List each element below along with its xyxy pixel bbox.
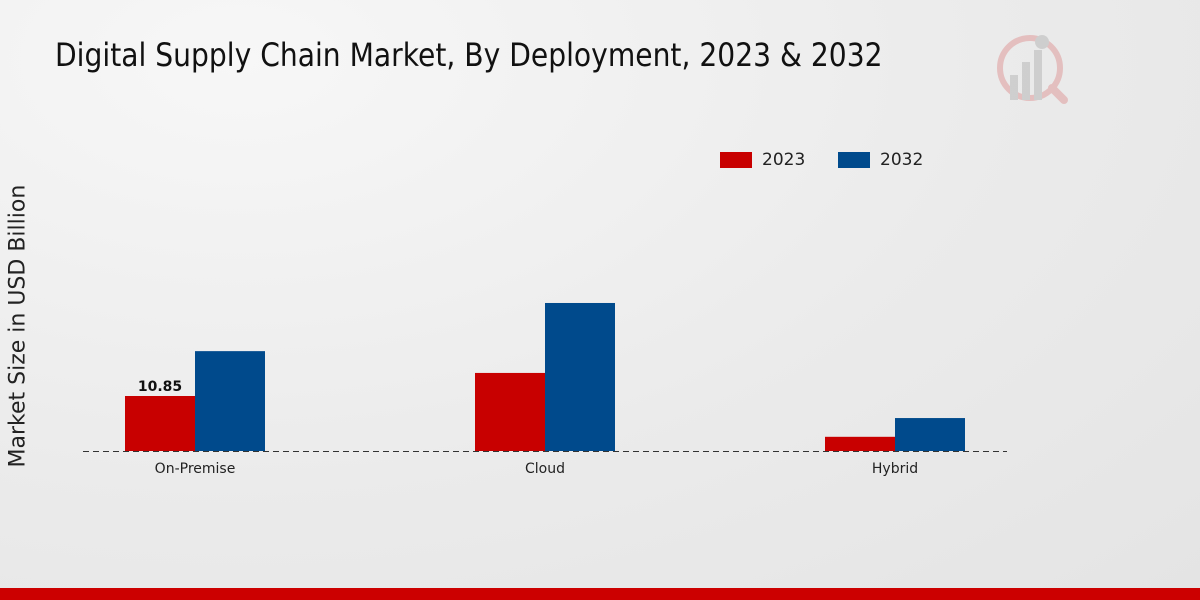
chart-title: Digital Supply Chain Market, By Deployme… [55,36,883,74]
x-tick-label: Cloud [525,461,565,477]
legend-swatch-2023 [720,152,752,168]
bar-2023-on-premise [125,396,195,451]
legend-item-2023: 2023 [720,150,805,170]
footer-bar [0,588,1200,600]
legend-item-2032: 2032 [838,150,923,170]
x-tick-label: On-Premise [155,461,236,477]
legend-label-2023: 2023 [762,150,806,170]
bar-2023-cloud [475,372,545,451]
x-tick-label: Hybrid [872,461,918,477]
bar-2032-on-premise [195,351,265,451]
watermark-logo [997,35,1068,104]
legend-label-2032: 2032 [880,150,924,170]
legend-swatch-2032 [838,152,870,168]
bar-2023-hybrid [825,436,895,451]
bar-2032-hybrid [895,418,965,451]
bar-2032-cloud [545,302,615,451]
data-label: 10.85 [138,379,182,395]
